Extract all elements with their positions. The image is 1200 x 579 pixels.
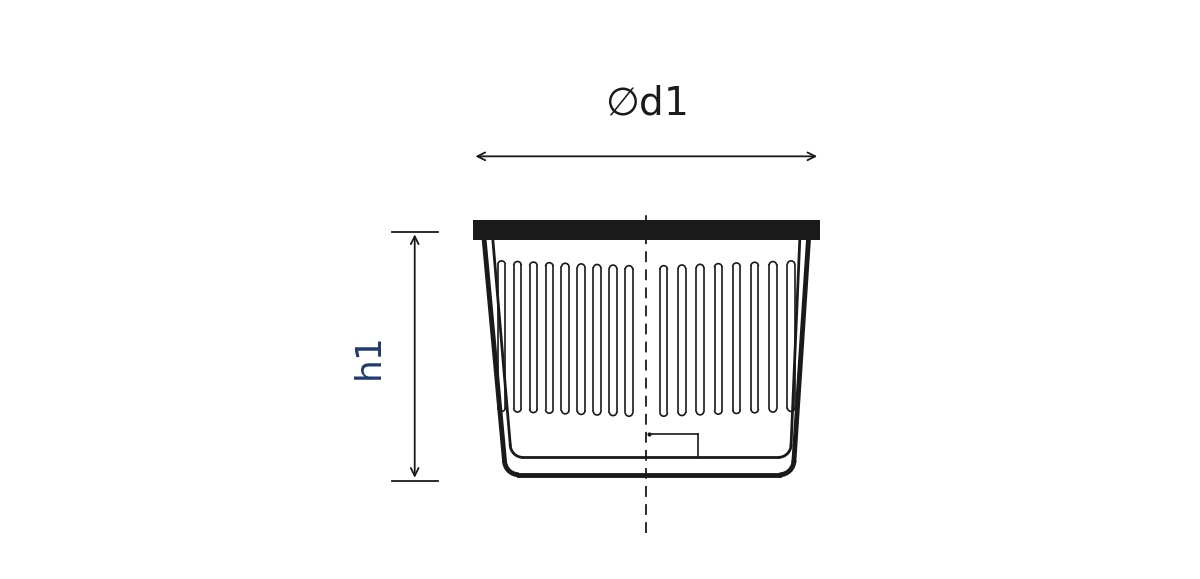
Text: $\varnothing$d1: $\varnothing$d1 (606, 85, 688, 123)
Text: h1: h1 (352, 333, 385, 379)
Bar (473, 220, 820, 240)
